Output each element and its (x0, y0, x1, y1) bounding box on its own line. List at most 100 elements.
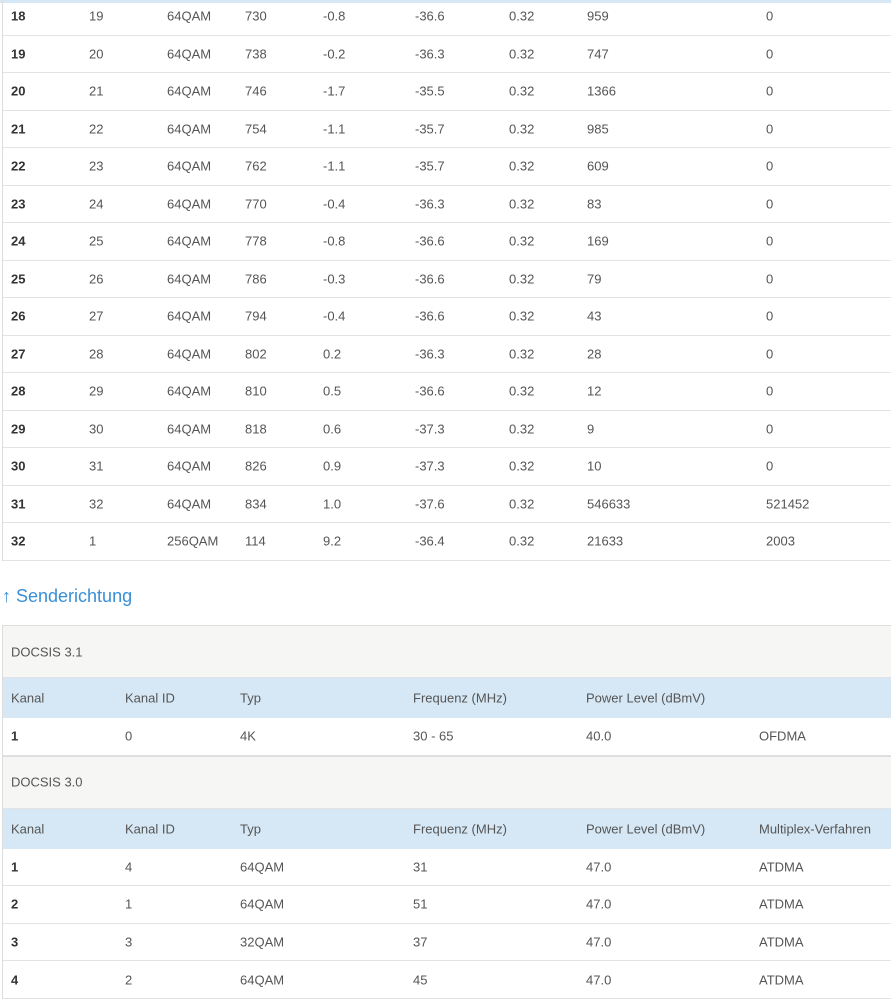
table-cell: 32 (11, 533, 26, 549)
table-cell: 985 (587, 121, 609, 137)
table-cell: 20 (89, 46, 104, 62)
column-header: Kanal ID (125, 690, 175, 706)
table-cell: 29 (11, 421, 26, 437)
table-row: 20 21 64QAM 746 -1.7 -35.5 0.32 1366 0 (3, 73, 891, 111)
table-cell: 47.0 (586, 934, 612, 950)
table-row: 25 26 64QAM 786 -0.3 -36.6 0.32 79 0 (3, 261, 891, 298)
table-cell: 3 (11, 934, 19, 950)
table-cell: 28 (89, 346, 104, 362)
table-cell: 0 (766, 121, 774, 137)
table-cell: 64QAM (240, 859, 285, 875)
table-cell: 3 (125, 934, 133, 950)
table-cell: 802 (245, 346, 267, 362)
table-cell: -1.1 (323, 158, 346, 174)
table-cell: 959 (587, 8, 609, 24)
column-header: Typ (240, 690, 261, 706)
table-cell: 0 (766, 83, 774, 99)
table-cell: 28 (587, 346, 602, 362)
table-cell: 28 (11, 383, 26, 399)
table-cell: 0.32 (509, 196, 535, 212)
table-cell: 546633 (587, 496, 631, 512)
downstream-table: 18 19 64QAM 730 -0.8 -36.6 0.32 959 0 19 20 64QAM 73… (2, 0, 891, 561)
table-cell: -35.7 (415, 158, 445, 174)
table-cell: 26 (89, 271, 104, 287)
table-cell: 47.0 (586, 972, 612, 988)
table-cell: -0.4 (323, 196, 346, 212)
table-cell: 64QAM (167, 346, 212, 362)
table-cell: 79 (587, 271, 602, 287)
table-cell: -0.2 (323, 46, 346, 62)
table-row: 22 23 64QAM 762 -1.1 -35.7 0.32 609 0 (3, 148, 891, 186)
table-cell: 22 (89, 121, 104, 137)
table-cell: 31 (89, 458, 104, 474)
table-cell: -0.3 (323, 271, 346, 287)
table-row: 23 24 64QAM 770 -0.4 -36.3 0.32 83 0 (3, 186, 891, 223)
table-cell: OFDMA (759, 728, 806, 744)
table-cell: 0 (766, 308, 774, 324)
table-cell: 0.32 (509, 233, 535, 249)
table-cell: 114 (245, 533, 266, 549)
table-cell: -0.8 (323, 8, 346, 24)
table-cell: 0 (766, 346, 774, 362)
table-cell: 0 (766, 8, 774, 24)
table-cell: 747 (587, 46, 609, 62)
table-cell: 762 (245, 158, 267, 174)
table-row: 4 2 64QAM 45 47.0 ATDMA (3, 961, 891, 999)
column-header: Kanal ID (125, 821, 175, 837)
table-cell: -35.5 (415, 83, 445, 99)
table-cell: 64QAM (167, 121, 212, 137)
table-cell: 64QAM (167, 458, 212, 474)
table-cell: 21 (11, 121, 26, 137)
table-cell: 0.32 (509, 458, 535, 474)
table-cell: 23 (89, 158, 104, 174)
column-header: Frequenz (MHz) (413, 821, 507, 837)
table-cell: 64QAM (240, 972, 285, 988)
table-cell: 31 (413, 859, 428, 875)
table-cell: 0 (766, 233, 774, 249)
table-row: 1 4 64QAM 31 47.0 ATDMA (3, 849, 891, 887)
table-cell: 23 (11, 196, 26, 212)
table-cell: 19 (11, 46, 26, 62)
table-cell: 0 (766, 458, 774, 474)
table-cell: 4 (11, 972, 19, 988)
docsis31-section: DOCSIS 3.1 (3, 625, 891, 678)
table-cell: 609 (587, 158, 609, 174)
table-cell: 4 (125, 859, 133, 875)
table-cell: -36.3 (415, 196, 445, 212)
table-row: 18 19 64QAM 730 -0.8 -36.6 0.32 959 0 (3, 0, 891, 36)
table-cell: -1.7 (323, 83, 346, 99)
table-cell: -36.6 (415, 8, 445, 24)
table-cell: 0.5 (323, 383, 342, 399)
table-cell: -36.3 (415, 346, 445, 362)
table-cell: 64QAM (167, 158, 212, 174)
table-row: 3 3 32QAM 37 47.0 ATDMA (3, 924, 891, 962)
table-cell: 0 (766, 271, 774, 287)
upstream-table: DOCSIS 3.1 Kanal Kanal ID Typ Frequenz (MHz… (2, 625, 891, 999)
table-cell: 0.32 (509, 271, 535, 287)
table-cell: 64QAM (240, 896, 285, 912)
table-cell: 25 (11, 271, 26, 287)
table-cell: 770 (245, 196, 267, 212)
table-cell: 43 (587, 308, 602, 324)
table-cell: 40.0 (586, 728, 612, 744)
table-cell: 29 (89, 383, 104, 399)
table-cell: -37.3 (415, 421, 445, 437)
table-cell: 64QAM (167, 308, 212, 324)
table-cell: 64QAM (167, 421, 212, 437)
table-cell: 9.2 (323, 533, 342, 549)
table-cell: -37.6 (415, 496, 445, 512)
table-cell: 1.0 (323, 496, 342, 512)
table-cell: 1 (125, 896, 133, 912)
docsis31-header-row: Kanal Kanal ID Typ Frequenz (MHz) Power Leve… (3, 678, 891, 718)
table-cell: 256QAM (167, 533, 219, 549)
table-cell: 24 (89, 196, 104, 212)
table-row: 32 1 256QAM 114 9.2 -36.4 0.32 21633 2003 (3, 523, 891, 561)
table-cell: 64QAM (167, 496, 212, 512)
table-cell: 738 (245, 46, 267, 62)
table-cell: -36.6 (415, 271, 445, 287)
table-cell: 0.32 (509, 121, 535, 137)
table-cell: 0 (766, 46, 774, 62)
table-cell: 64QAM (167, 8, 212, 24)
table-cell: 21 (89, 83, 104, 99)
table-cell: 746 (245, 83, 267, 99)
